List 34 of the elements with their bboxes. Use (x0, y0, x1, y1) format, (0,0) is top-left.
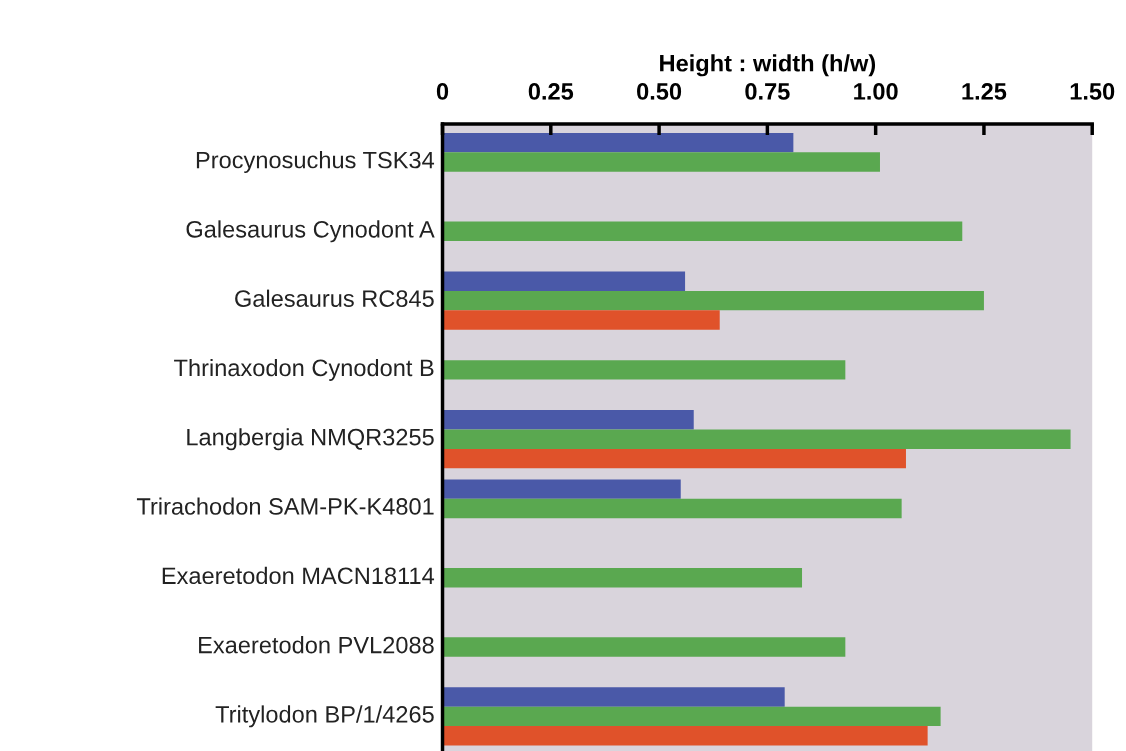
bar (442, 221, 963, 242)
bar (442, 479, 681, 499)
x-tick-label: 1.50 (1070, 83, 1115, 100)
bar (442, 310, 720, 330)
x-tick-label: 0.25 (528, 83, 574, 100)
x-tick-label: 0.50 (637, 83, 682, 100)
y-tick-label: Galesaurus Cynodont A (186, 220, 435, 243)
x-tick-label: 1.00 (854, 83, 898, 100)
x-tick-label: 1.25 (962, 83, 1007, 100)
y-tick-label: Langbergia NMQR3255 (187, 428, 434, 451)
y-tick-label: Trirachodon SAM-PK-K4801 (136, 497, 434, 515)
bar (442, 271, 686, 291)
y-tick-label: Galesaurus RC845 (235, 289, 434, 307)
bar (442, 448, 906, 469)
bar (442, 132, 794, 153)
y-tick-label: Thrinaxodon Cynodont B (174, 358, 434, 381)
bar (442, 568, 803, 588)
bar (442, 726, 928, 746)
x-tick-label: 0 (436, 83, 449, 100)
bar (442, 152, 880, 172)
bar (442, 410, 694, 430)
bar (442, 290, 984, 311)
bar (442, 706, 941, 727)
x-tick-label: 0.75 (745, 83, 790, 100)
y-tick-label: Procynosuchus TSK34 (196, 151, 435, 174)
y-tick-label: Tritylodon BP/1/4265 (215, 705, 434, 728)
bar (442, 429, 1071, 449)
bar (442, 498, 902, 519)
bar (442, 687, 785, 707)
x-axis-title: Height : width (h/w) (660, 54, 876, 77)
y-tick-label: Exaeretodon PVL2088 (199, 636, 434, 654)
bar (442, 637, 846, 657)
y-tick-label: Exaeretodon MACN18114 (162, 566, 435, 585)
bar (442, 360, 846, 380)
